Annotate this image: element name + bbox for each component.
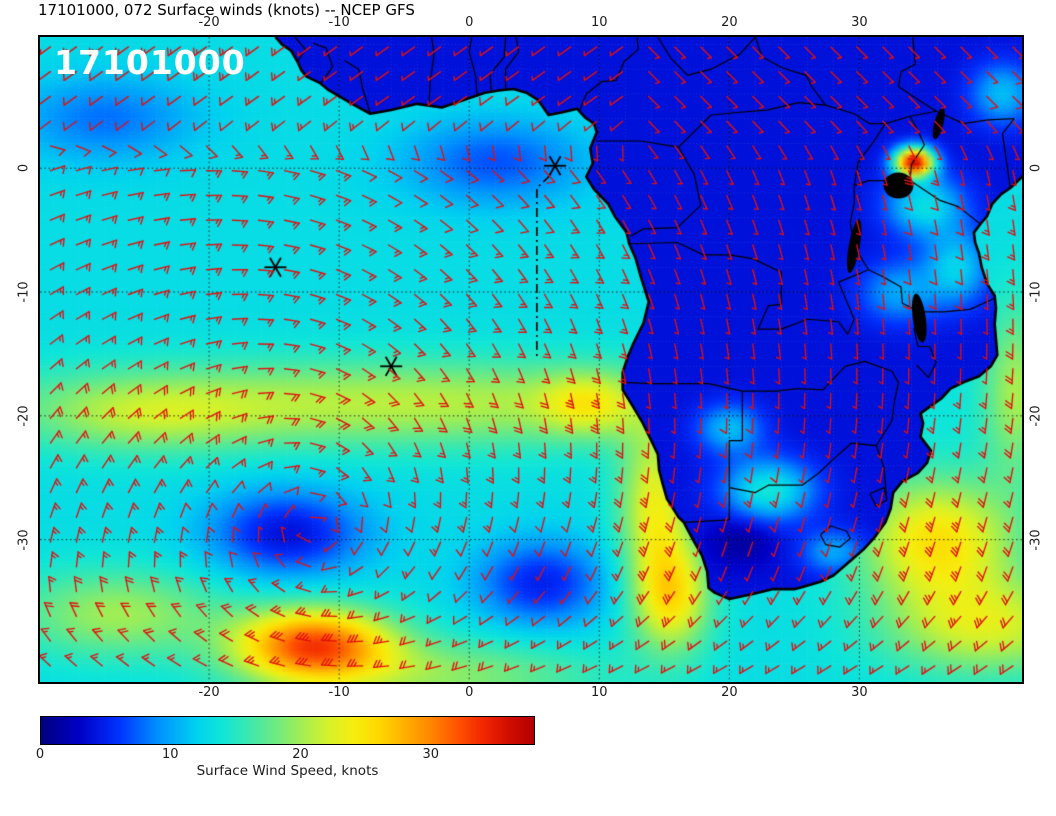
axis-tick-label: 0	[465, 15, 474, 30]
colorbar-tick-label: 20	[292, 747, 309, 762]
colorbar-tick-label: 10	[161, 747, 179, 762]
axis-tick-label: -10	[328, 15, 350, 30]
axis-tick-label: -10	[16, 281, 32, 303]
axis-tick-label: -20	[16, 405, 32, 427]
timestamp-overlay: 17101000	[54, 43, 246, 82]
colorbar-tick-label: 30	[422, 747, 440, 762]
axis-tick-label: -10	[328, 685, 350, 700]
axis-tick-label: 20	[721, 15, 738, 30]
axis-tick-label: -20	[198, 685, 220, 700]
figure-title: 17101000, 072 Surface winds (knots) -- N…	[38, 1, 415, 19]
map-plot-frame: 17101000	[38, 35, 1024, 684]
colorbar-gradient	[40, 716, 535, 745]
axis-tick-label: 0	[465, 685, 474, 700]
axis-tick-label: -20	[198, 15, 220, 30]
colorbar-tick-label: 0	[35, 747, 45, 762]
axis-tick-label: -30	[16, 529, 32, 551]
colorbar: 0 10 20 30 Surface Wind Speed, knots	[36, 716, 535, 779]
axis-tick-label: 0	[16, 164, 32, 173]
lon-axis-top: -20 -10 0 10 20 30	[40, 15, 1022, 31]
axis-tick-label: 30	[851, 15, 868, 30]
axis-tick-label: -20	[1028, 405, 1044, 427]
colorbar-label: Surface Wind Speed, knots	[196, 763, 379, 779]
wind-map-canvas	[40, 37, 1022, 682]
axis-tick-label: 10	[591, 685, 608, 700]
lat-axis-right: 0 -10 -20 -30	[1026, 37, 1046, 682]
axis-tick-label: 10	[591, 15, 608, 30]
lon-axis-bottom: -20 -10 0 10 20 30	[40, 685, 1022, 701]
axis-tick-label: 0	[1028, 164, 1044, 173]
axis-tick-label: -30	[1028, 529, 1044, 551]
axis-tick-label: 20	[721, 685, 738, 700]
axis-tick-label: -10	[1028, 281, 1044, 303]
axis-tick-label: 30	[851, 685, 868, 700]
colorbar-ticks: 0 10 20 30	[36, 745, 535, 762]
lat-axis-left: 0 -10 -20 -30	[14, 37, 34, 682]
